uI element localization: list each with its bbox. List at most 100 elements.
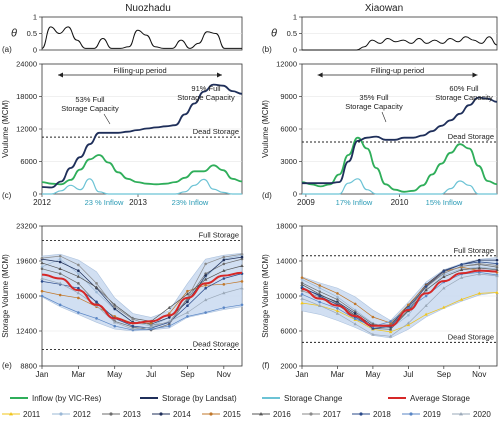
- panel-b: 0 0.5 1 θ: [271, 13, 498, 55]
- legend-label-2014: 2014: [173, 410, 191, 419]
- x-tick-label: May: [107, 370, 122, 379]
- legend-marker-2015: [209, 412, 213, 416]
- year-line-2020: [41, 278, 243, 330]
- year-marker-2019: [149, 327, 153, 331]
- y-axis-label: Storage Volume (MCM): [1, 254, 10, 338]
- storage-change-line: [41, 178, 242, 195]
- year-marker-2018: [424, 285, 428, 288]
- panel-letter-b: (b): [262, 45, 272, 54]
- y-axis-label: Voulume (MCM): [1, 100, 10, 158]
- year-marker-2015: [300, 276, 304, 279]
- legend-label-2011: 2011: [23, 410, 41, 419]
- year-marker-2020: [58, 281, 62, 285]
- storage-change-line: [301, 178, 497, 195]
- annotation-53-full: 53% Full: [75, 95, 105, 104]
- y-tick-label: 10000: [276, 292, 297, 301]
- year-line-2012: [41, 254, 243, 327]
- year-marker-2019: [40, 294, 44, 298]
- year-line-2018: [41, 273, 243, 329]
- y-axis-label: Storage Volume (MCM): [261, 254, 270, 338]
- year-marker-2015: [77, 296, 80, 300]
- legend-marker-2014: [159, 412, 163, 416]
- year-marker-2019: [204, 311, 207, 314]
- year-marker-2020: [185, 310, 190, 314]
- year-marker-2019: [240, 303, 244, 307]
- year-marker-2020: [335, 311, 340, 315]
- year-marker-2013: [77, 282, 80, 285]
- year-marker-2017: [300, 289, 304, 293]
- year-marker-2013: [58, 272, 62, 275]
- year-marker-2015: [167, 312, 171, 315]
- legend-marker-2017: [309, 412, 313, 416]
- year-marker-2016: [76, 274, 81, 278]
- year-marker-2020: [388, 334, 393, 338]
- year-line-2016: [41, 262, 243, 322]
- legend-label-change: Storage Change: [284, 394, 343, 403]
- year-marker-2017: [113, 305, 117, 308]
- annotation-35-full: 35% Full: [359, 93, 389, 102]
- theta-axis-label: θ: [271, 28, 277, 40]
- year-marker-2019: [167, 324, 171, 328]
- title-right: Xiaowan: [365, 3, 403, 14]
- year-marker-2013: [167, 322, 171, 326]
- year-marker-2020: [149, 325, 153, 329]
- year-marker-2018: [186, 304, 189, 308]
- year-marker-2014: [186, 300, 189, 304]
- year-marker-2015: [204, 284, 207, 287]
- year-marker-2018: [460, 263, 463, 266]
- year-marker-2014: [77, 269, 80, 273]
- year-line-2020: [301, 273, 498, 337]
- filling-arrow-head-left: [58, 72, 63, 78]
- annotation-91-full: 91% Full: [191, 84, 221, 93]
- year-marker-2019: [318, 300, 322, 304]
- year-marker-2013: [240, 257, 244, 261]
- dead-storage-label: Dead Storage: [448, 332, 494, 341]
- legend-marker-2011: [9, 412, 13, 416]
- year-marker-2019: [389, 320, 392, 323]
- year-marker-2013: [40, 267, 44, 271]
- theta-series-line: [302, 36, 498, 51]
- legend-label-2017: 2017: [323, 410, 341, 419]
- year-marker-2015: [353, 302, 357, 306]
- legend-label-2012: 2012: [73, 410, 91, 419]
- year-marker-2011: [442, 305, 446, 309]
- year-marker-2011: [335, 309, 340, 313]
- year-marker-2014: [167, 316, 171, 319]
- year-marker-2016: [318, 292, 322, 296]
- x-tick-label: 2013: [129, 198, 147, 207]
- panel-letter-c: (c): [2, 191, 12, 200]
- year-marker-2017: [77, 263, 80, 267]
- year-marker-2019: [353, 317, 357, 321]
- y-tick-label: 0: [33, 46, 37, 55]
- y-tick-label: 6000: [280, 327, 297, 336]
- year-marker-2016: [388, 327, 393, 331]
- average-storage-line: [41, 271, 243, 325]
- y-tick-label: 0: [293, 46, 297, 55]
- year-marker-2014: [58, 260, 62, 264]
- legend-label-2013: 2013: [123, 410, 141, 419]
- year-marker-2019: [424, 294, 428, 298]
- year-marker-2017: [131, 318, 135, 321]
- y-tick-label: 14000: [276, 257, 297, 266]
- annotation-91-full-line2: Storage Capacity: [177, 93, 235, 102]
- year-marker-2016: [459, 267, 464, 271]
- year-line-2016: [301, 267, 498, 330]
- year-marker-2019: [407, 306, 410, 310]
- year-marker-2019: [222, 306, 226, 309]
- year-marker-2017: [95, 282, 98, 285]
- year-marker-2020: [300, 296, 304, 300]
- year-marker-2015: [40, 289, 44, 293]
- year-marker-2013: [336, 298, 339, 301]
- year-marker-2019: [113, 324, 117, 328]
- year-marker-2019: [300, 292, 304, 296]
- average-storage-line: [301, 269, 498, 327]
- year-marker-2020: [131, 327, 135, 331]
- x-tick-label: 2010: [391, 198, 409, 207]
- year-marker-2016: [442, 274, 446, 278]
- y-tick-label: 3000: [280, 157, 297, 166]
- year-marker-2017: [40, 256, 44, 260]
- year-marker-2017: [149, 323, 153, 327]
- year-marker-2016: [40, 261, 44, 265]
- year-marker-2014: [240, 255, 244, 259]
- title-left: Nuozhadu: [125, 3, 171, 14]
